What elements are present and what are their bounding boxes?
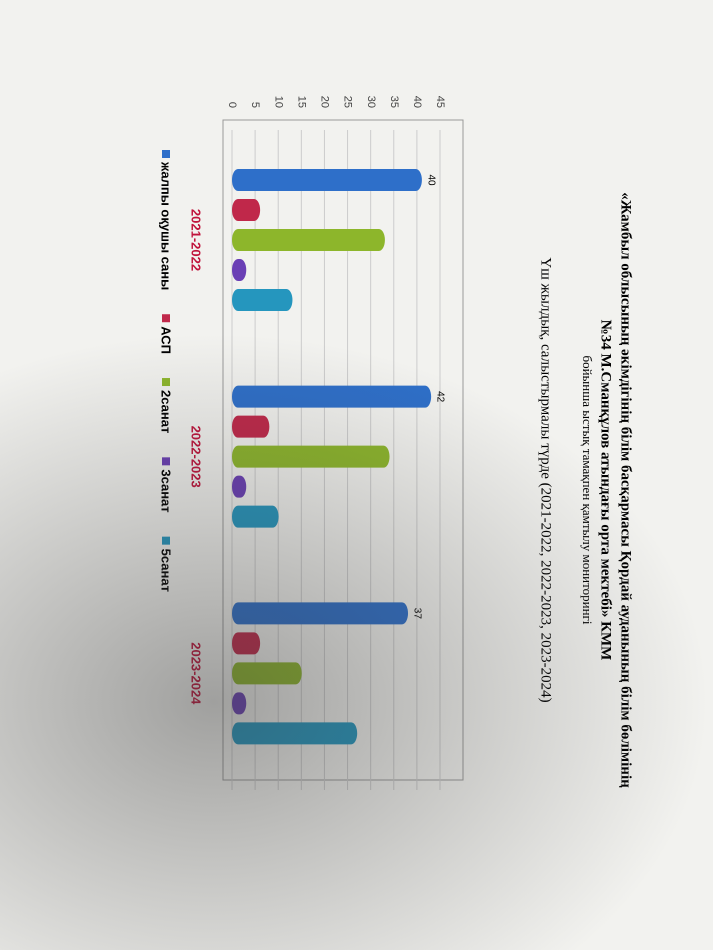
bar — [232, 602, 409, 625]
x-tick-label: 2022-2023 — [189, 426, 204, 488]
y-tick-label: 20 — [319, 96, 331, 108]
y-tick-label: 25 — [342, 96, 354, 108]
data-label: 37 — [411, 608, 422, 620]
y-tick-label: 5 — [249, 102, 261, 108]
bar — [232, 692, 247, 715]
y-tick-label: 40 — [411, 96, 423, 108]
bar — [231, 445, 390, 468]
legend-label: жалпы оқушы саны — [159, 161, 174, 290]
bar — [232, 199, 261, 221]
data-label: 42 — [434, 391, 445, 403]
bar — [232, 385, 432, 408]
legend-swatch — [162, 314, 170, 323]
title-line: «Жамбыл облысының әкімдігінің білім басқ… — [618, 192, 634, 788]
y-tick-label: 0 — [226, 102, 238, 108]
bar — [232, 632, 261, 655]
bar — [231, 229, 385, 251]
y-tick-label: 30 — [365, 96, 377, 108]
y-tick-label: 15 — [295, 96, 307, 108]
legend-swatch — [162, 536, 170, 545]
legend-label: 3санат — [159, 469, 174, 512]
bar — [232, 289, 293, 311]
y-tick-label: 10 — [272, 96, 284, 108]
legend-label: 2санат — [159, 390, 174, 433]
x-tick-label: 2023-2024 — [189, 642, 204, 705]
bar — [232, 662, 302, 685]
subtitle: Үш жылдық, салыстырмалы түрде (2021-2022… — [538, 257, 554, 702]
bar — [231, 722, 358, 745]
plot-frame — [222, 119, 464, 781]
legend-swatch — [162, 150, 170, 158]
data-label: 40 — [425, 174, 436, 186]
x-tick-label: 2021-2022 — [189, 209, 204, 271]
legend-swatch — [162, 378, 170, 387]
y-tick-label: 35 — [388, 96, 400, 108]
title-line: бойынша ыстық тамақпен қамтылу мониторин… — [580, 355, 595, 624]
legend-swatch — [162, 457, 170, 466]
legend-label: 5санат — [159, 549, 174, 592]
bar — [232, 259, 247, 281]
title-line: №34 М.Сманқұлов атындағы орта мектебі» К… — [598, 320, 614, 661]
bar — [232, 169, 422, 191]
bar — [232, 505, 279, 528]
y-tick-label: 45 — [434, 96, 446, 108]
bar — [232, 415, 270, 438]
bar — [232, 475, 247, 498]
legend-label: АСП — [159, 326, 174, 354]
